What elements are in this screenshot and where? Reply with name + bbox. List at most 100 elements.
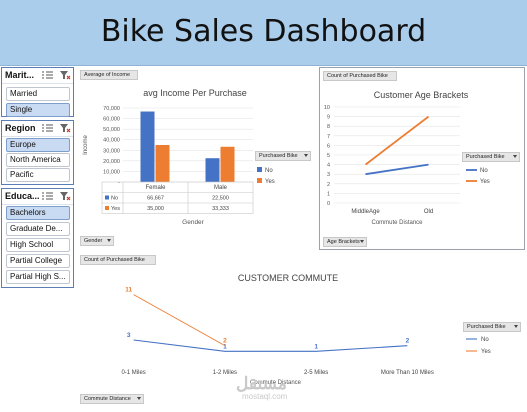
slicer-header: Marit... [2,68,73,84]
title-bar: Bike Sales Dashboard [0,0,527,66]
bar-yes [155,145,170,182]
legend-key-no [257,167,262,172]
data-label: 35,000 [147,206,164,212]
legend-label: Yes [480,179,490,185]
slicer-item-north-america[interactable]: North America [6,153,70,167]
slicer-region: Region Europe North America Pacific [1,120,74,185]
value-field-label: Count of Purchased Bike [327,73,388,79]
y-tick-label: 3 [327,172,330,178]
bar-no [205,158,220,182]
y-axis-label: Income [83,135,89,155]
slicer-item-graduate-degree[interactable]: Graduate De... [6,222,70,236]
y-tick-label: 1 [327,191,330,197]
y-tick-label: 5 [327,153,330,159]
y-tick-label: - [118,180,120,186]
slicer-title: Region [5,123,36,133]
chart-title: CUSTOMER COMMUTE [237,273,339,283]
series-line-yes [133,294,226,347]
legend-label: No [265,168,273,174]
data-table-frame [101,181,254,214]
axis-field-label: Commute Distance [84,396,131,402]
axis-field-button[interactable]: Gender [80,236,114,246]
dropdown-arrow-icon [304,154,308,157]
x-category-label: Old [424,209,433,215]
value-field-button[interactable]: Average of Income [80,70,138,80]
value-field-button[interactable]: Count of Purchased Bike [323,71,397,81]
multi-select-icon[interactable] [42,123,53,133]
y-tick-label: 40,000 [103,138,120,144]
bar-yes [220,146,235,182]
commute-line-chart: 0-1 Miles 1-2 Miles 2-5 Miles More Than 10 … [121,287,490,386]
legend-field-label: Purchased Bike [466,154,505,160]
x-category-label: 0-1 Miles [121,370,145,376]
dropdown-arrow-icon [360,240,364,243]
y-tick-label: 9 [327,115,330,121]
axis-field-button[interactable]: Age Brackets [323,237,367,247]
slicer-item-high-school[interactable]: High School [6,238,70,252]
slicer-item-married[interactable]: Married [6,87,70,101]
legend-label: No [480,168,488,174]
slicer-item-partial-college[interactable]: Partial College [6,254,70,268]
age-chart-panel: Count of Purchased Bike Customer Age Bra… [319,67,525,250]
slicer-marital-status: Marit... Married Single [1,67,74,117]
axis-field-button[interactable]: Commute Distance [80,394,144,404]
bar-no [140,111,155,182]
commute-chart-panel: Count of Purchased Bike CUSTOMER COMMUTE… [78,253,525,410]
legend-field-label: Purchased Bike [467,324,506,330]
multi-select-icon[interactable] [42,191,53,201]
clear-filter-icon[interactable] [60,123,71,133]
x-axis-label: Commute Distance [371,220,423,226]
legend-label: No [481,337,489,343]
chart-title: avg Income Per Purchase [143,88,247,98]
x-axis-label: Gender [182,219,205,226]
slicer-item-europe[interactable]: Europe [6,138,70,152]
y-tick-label: 7 [327,134,330,140]
y-tick-label: 70,000 [103,106,120,112]
data-label: 2 [406,338,410,345]
slicer-item-bachelors[interactable]: Bachelors [6,206,70,220]
legend-field-button[interactable]: Purchased Bike [463,322,521,332]
y-tick-label: 4 [327,163,330,169]
dropdown-arrow-icon [137,397,141,400]
legend-key-yes [257,178,262,183]
y-tick-label: 8 [327,124,330,130]
legend-field-button[interactable]: Purchased Bike [462,152,520,162]
slicer-item-pacific[interactable]: Pacific [6,168,70,182]
data-label: 11 [125,287,132,294]
data-label: 1 [223,343,227,350]
watermark-url: mostaql.com [242,392,288,401]
clear-filter-icon[interactable] [60,70,71,80]
clear-filter-icon[interactable] [60,191,71,201]
x-category-label: Female [145,185,166,191]
axis-field-label: Age Brackets [327,239,360,245]
series-line-yes [364,115,430,166]
y-tick-label: 20,000 [103,159,120,165]
legend-key-no [105,195,109,200]
y-tick-label: 30,000 [103,148,120,154]
x-category-label: MiddleAge [351,209,380,215]
series-line-no [365,163,429,176]
legend-label: Yes [265,179,275,185]
y-tick-label: 6 [327,143,330,149]
multi-select-icon[interactable] [42,70,53,80]
dropdown-arrow-icon [107,239,111,242]
legend-field-button[interactable]: Purchased Bike [255,151,311,161]
axis-field-label: Gender [84,238,103,244]
data-label: 3 [127,332,131,339]
data-label: 66,667 [147,196,164,202]
slicer-item-single[interactable]: Single [6,103,70,117]
slicer-education: Educa... Bachelors Graduate De... High S… [1,188,74,288]
value-field-label: Count of Purchased Bike [84,257,145,263]
y-tick-label: 10,000 [103,169,120,175]
dashboard-title: Bike Sales Dashboard [100,14,427,49]
x-category-label: More Than 10 Miles [381,370,434,376]
value-field-button[interactable]: Count of Purchased Bike [80,255,156,265]
slicer-header: Region [2,121,73,137]
y-tick-label: 10 [324,105,330,111]
slicer-item-partial-high-school[interactable]: Partial High S... [6,270,70,284]
x-axis-label: Commute Distance [250,380,302,386]
data-label: 2 [223,338,227,345]
legend-key-yes [105,206,109,210]
x-category-label: Male [214,185,228,191]
